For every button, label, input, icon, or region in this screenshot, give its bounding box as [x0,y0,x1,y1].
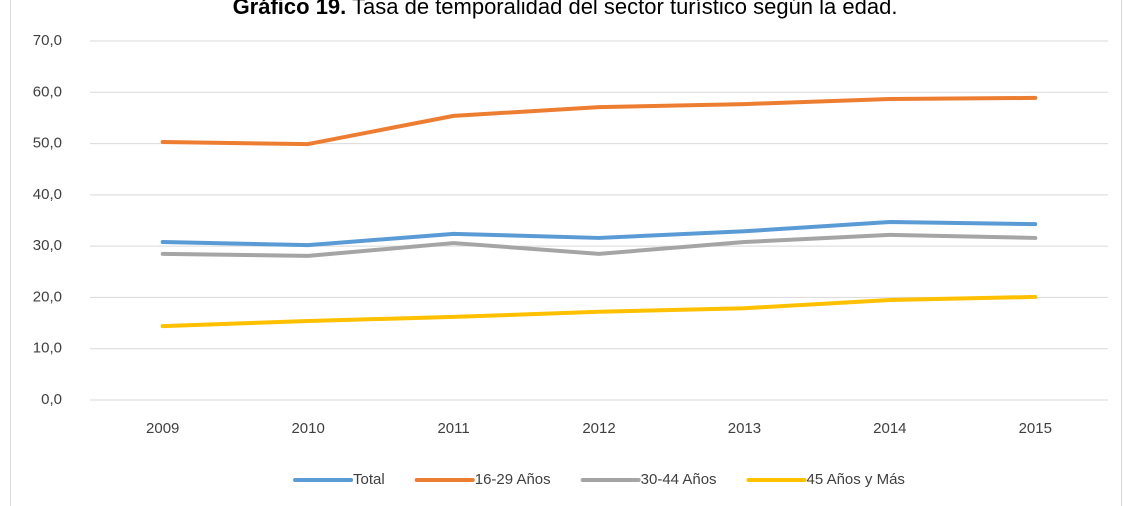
y-tick-label: 20,0 [33,288,62,305]
chart-frame [10,0,1122,506]
y-tick-label: 70,0 [33,32,62,49]
legend-label: Total [353,471,385,488]
series-line [160,220,1038,248]
y-tick-label: 0,0 [41,391,62,408]
x-tick-label: 2010 [291,420,324,437]
y-tick-label: 60,0 [33,83,62,100]
x-tick-label: 2009 [146,420,179,437]
legend-label: 16-29 Años [475,471,551,488]
chart-title: Gráfico 19. Tasa de temporalidad del sec… [233,0,898,19]
x-tick-label: 2012 [582,420,615,437]
x-tick-label: 2014 [873,420,906,437]
y-tick-label: 50,0 [33,135,62,152]
y-tick-label: 40,0 [33,186,62,203]
y-tick-label: 10,0 [33,340,62,357]
title-label: Gráfico 19. [233,0,347,19]
title-text: Tasa de temporalidad del sector turístic… [352,0,897,19]
y-tick-label: 30,0 [33,237,62,254]
x-tick-label: 2015 [1019,420,1052,437]
series-line [160,95,1038,147]
series-line [160,294,1038,329]
x-tick-label: 2011 [437,420,469,437]
legend-label: 30-44 Años [641,471,717,488]
series-line [160,232,1038,258]
x-tick-label: 2013 [728,420,761,437]
legend-label: 45 Años y Más [807,471,905,488]
